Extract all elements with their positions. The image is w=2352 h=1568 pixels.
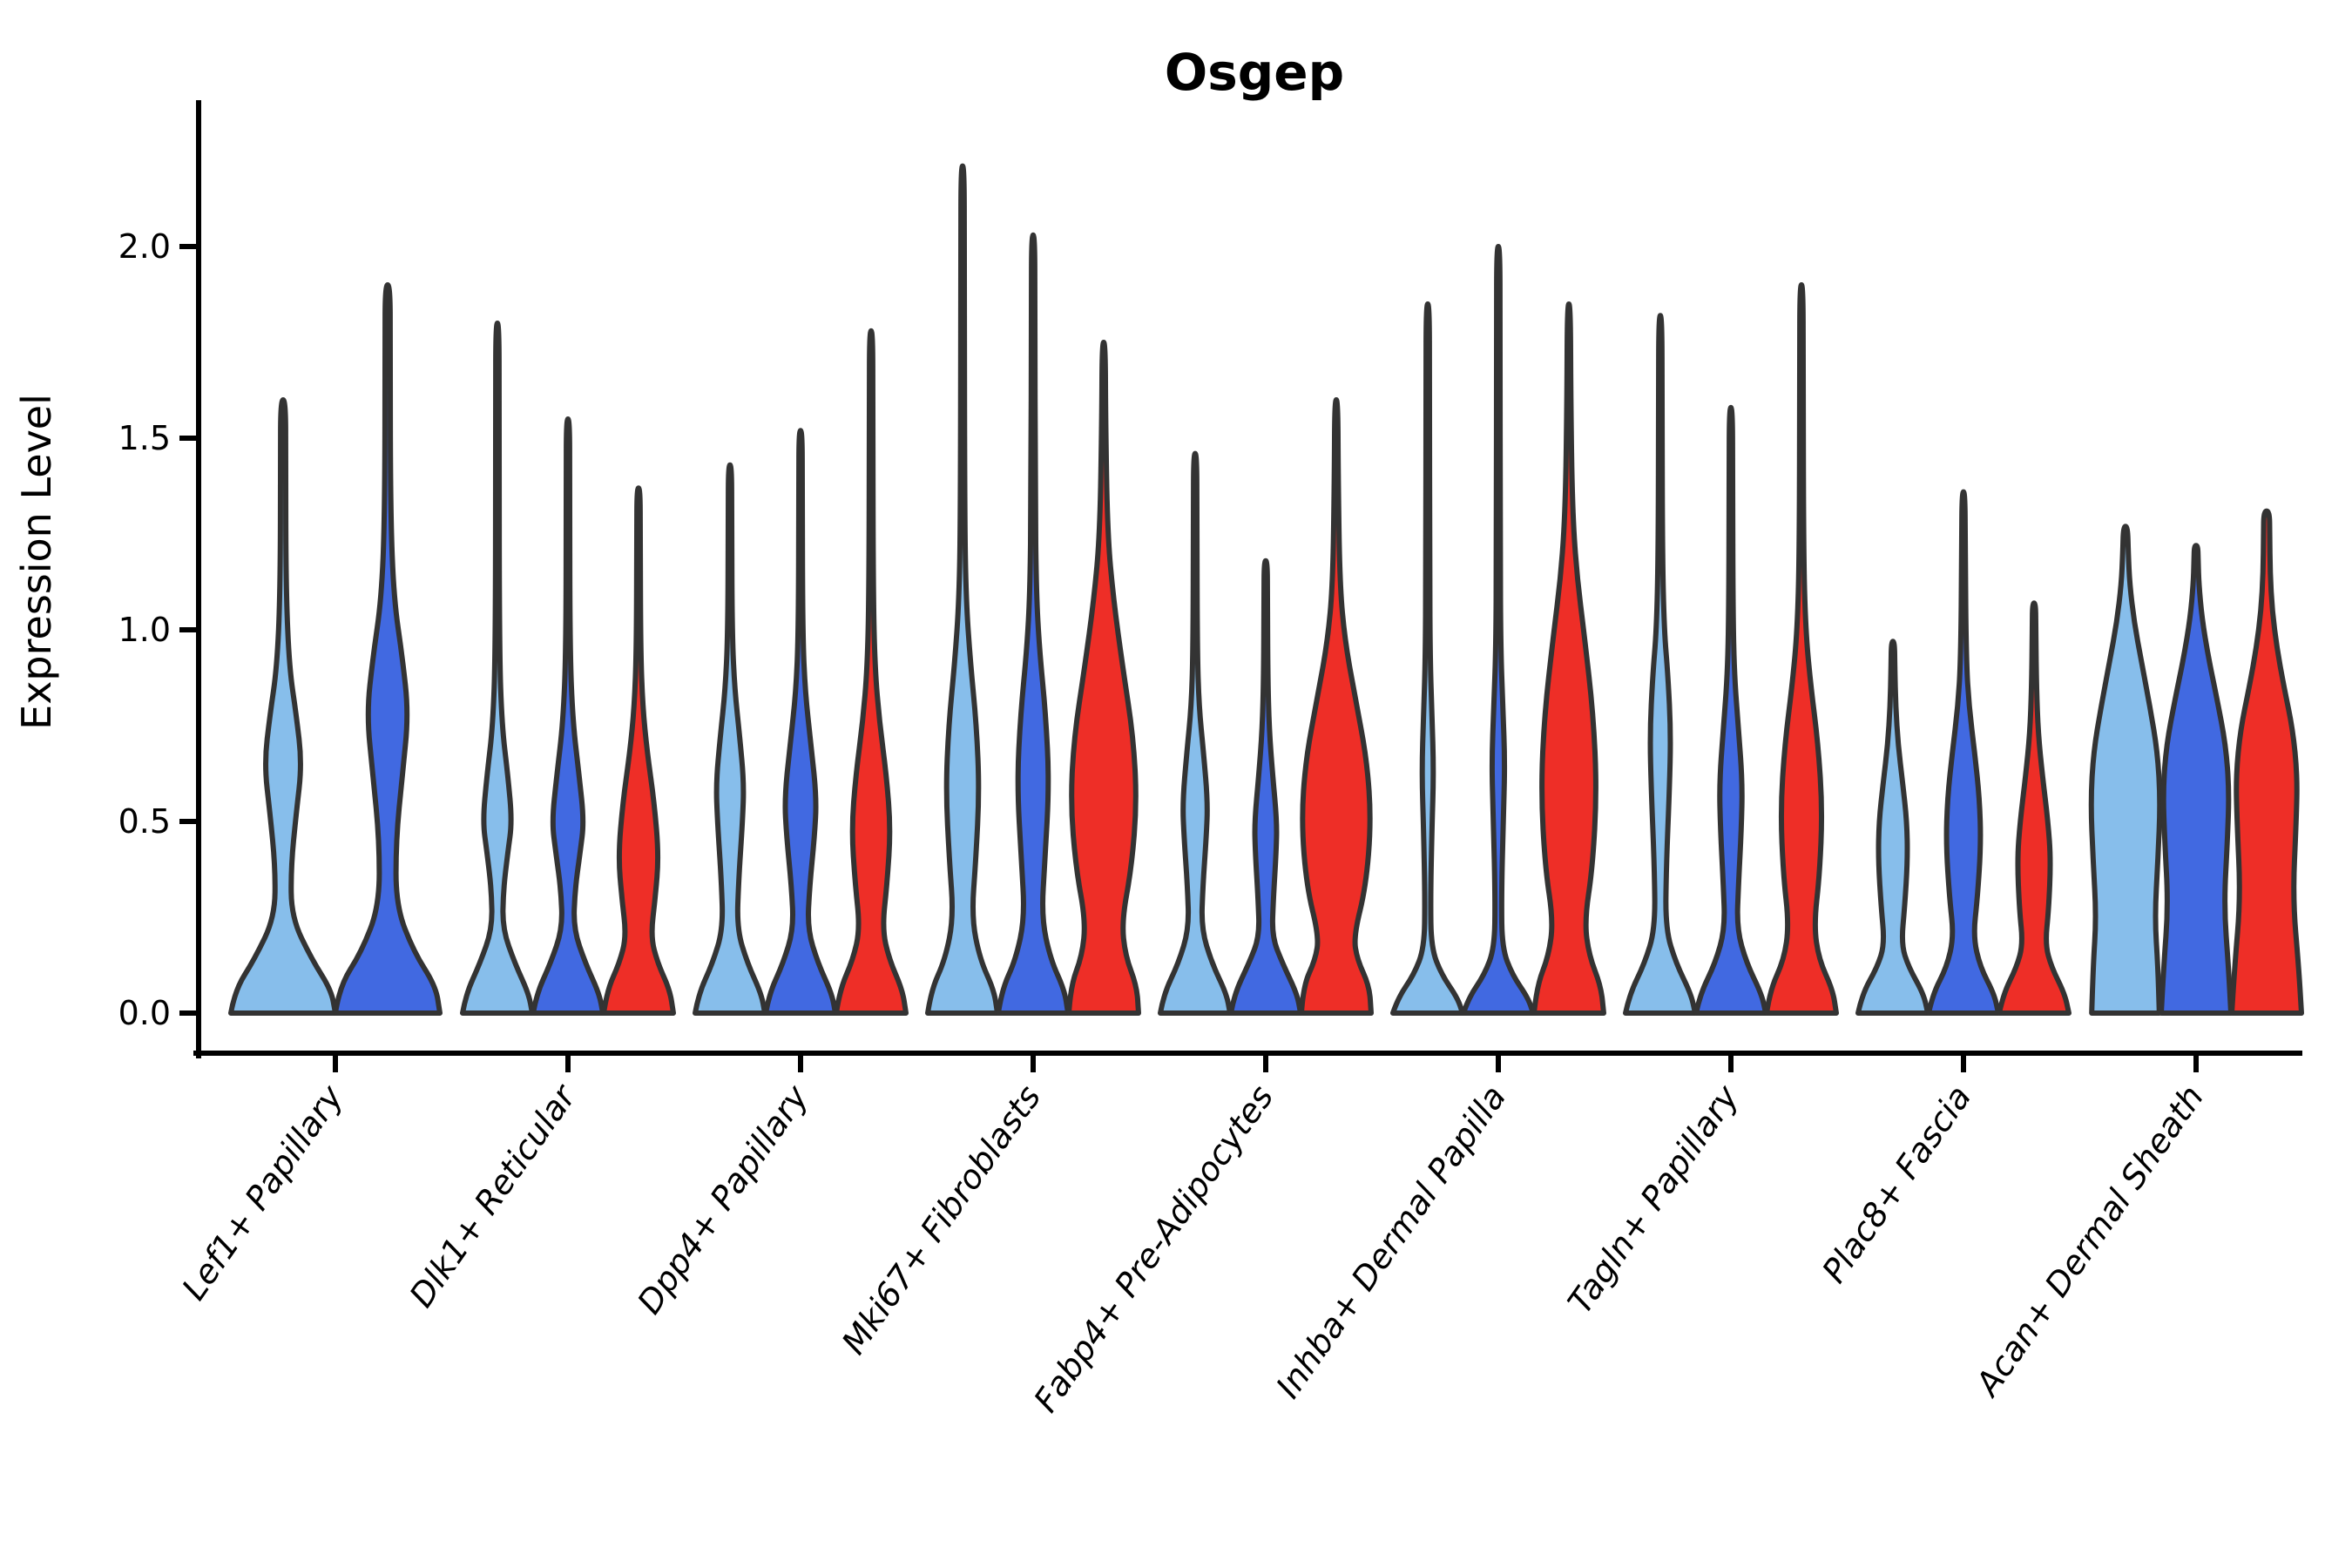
x-axis-ticks: Lef1+ Papillary Dlk1+ Reticular Dpp4+ Papi… [174, 1053, 2211, 1419]
x-tick-label: Lef1+ Papillary [174, 1078, 350, 1308]
x-tick-label: Inhba+ Dermal Papilla [1268, 1078, 1513, 1405]
violin-8-light_blue [1855, 639, 1930, 1016]
violin-2-red [601, 485, 676, 1016]
x-tick-label: Fabp4+ Pre-Adipocytes [1026, 1078, 1281, 1419]
violin-5-light_blue [1158, 450, 1233, 1016]
y-tick-label: 0.5 [118, 802, 171, 841]
violin-6-light_blue [1390, 301, 1465, 1016]
violin-7-red [1764, 282, 1839, 1016]
violin-5-dark_blue [1228, 558, 1303, 1016]
plot-title: Osgep [1165, 43, 1344, 102]
violin-2-light_blue [460, 321, 535, 1016]
violin-6-red [1531, 301, 1606, 1016]
violin-7-light_blue [1623, 313, 1698, 1016]
violin-9-red [2229, 508, 2304, 1016]
y-axis-label: Expression Level [13, 394, 60, 730]
x-tick-label: Plac8+ Fascia [1815, 1078, 1978, 1290]
violin-7-dark_blue [1693, 404, 1768, 1016]
violin-4-red [1066, 340, 1141, 1016]
violin-1-light_blue [228, 397, 338, 1016]
violin-3-dark_blue [763, 428, 838, 1016]
x-tick-label: Mki67+ Fibroblasts [835, 1078, 1049, 1362]
violin-3-red [834, 328, 909, 1016]
x-tick-label: Dlk1+ Reticular [402, 1077, 584, 1315]
x-tick-label: Dpp4+ Papillary [630, 1078, 816, 1321]
axes [193, 100, 2302, 1058]
y-axis-ticks: 0.0 0.5 1.0 1.5 2.0 [118, 227, 199, 1032]
y-tick-label: 1.5 [118, 419, 171, 457]
violin-1-dark_blue [333, 282, 443, 1016]
violin-4-dark_blue [996, 232, 1071, 1016]
y-tick-label: 1.0 [118, 611, 171, 649]
x-tick-label: Acan+ Dermal Sheath [1967, 1078, 2212, 1404]
violin-3-light_blue [693, 462, 767, 1016]
violin-9-dark_blue [2159, 543, 2234, 1016]
violin-2-dark_blue [531, 416, 605, 1016]
violin-5-red [1299, 397, 1374, 1016]
x-tick-label: Tagln+ Papillary [1560, 1078, 1746, 1321]
y-tick-label: 0.0 [118, 994, 171, 1032]
violin-4-light_blue [925, 163, 1000, 1016]
violin-6-dark_blue [1461, 244, 1536, 1016]
violin-8-red [1997, 600, 2072, 1016]
violin-8-dark_blue [1926, 489, 2001, 1016]
y-tick-label: 2.0 [118, 227, 171, 266]
violins-layer [228, 163, 2304, 1016]
violin-9-light_blue [2088, 524, 2163, 1016]
